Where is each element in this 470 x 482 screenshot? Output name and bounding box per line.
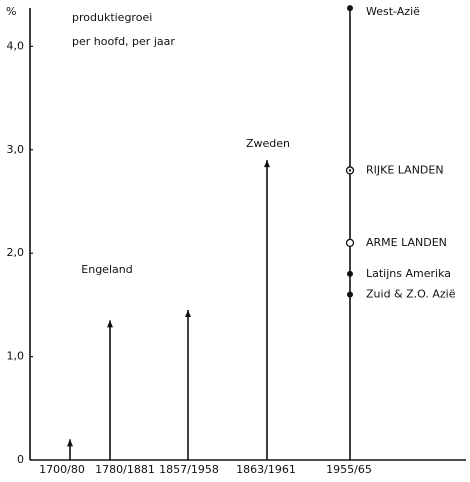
point-label: Latijns Amerika <box>366 267 451 280</box>
y-tick-label: 2,0 <box>7 246 25 259</box>
y-tick-label: 4,0 <box>7 39 25 52</box>
arrow-bar <box>185 310 191 460</box>
arrow-bar <box>264 160 270 460</box>
point <box>347 5 353 12</box>
point-label: Zuid & Z.O. Azië <box>366 288 456 301</box>
y-axis-label: % <box>6 5 16 18</box>
x-tick-label: 1700/80 <box>39 463 85 476</box>
arrow-head <box>107 320 113 328</box>
arrow-head <box>264 160 270 168</box>
arrow-head <box>185 310 191 318</box>
point-dot <box>348 169 352 172</box>
arrow-bar <box>107 320 113 460</box>
point-label: RIJKE LANDEN <box>366 163 444 176</box>
chart-subtitle: per hoofd, per jaar <box>72 35 175 48</box>
x-tick-label: 1857/1958 <box>159 463 219 476</box>
point-ring <box>345 238 355 247</box>
bar-annotation: Engeland <box>81 263 132 276</box>
point <box>347 291 353 298</box>
x-tick-label: 1955/65 <box>326 463 372 476</box>
bar-annotation: Zweden <box>246 137 290 150</box>
point-label: West-Azië <box>366 5 420 18</box>
point-label: ARME LANDEN <box>366 236 447 249</box>
arrow-bar <box>67 439 73 460</box>
y-tick-label: 0 <box>17 453 24 466</box>
y-tick-label: 1,0 <box>7 350 25 363</box>
point <box>345 166 355 175</box>
point <box>345 238 355 247</box>
x-tick-label: 1780/1881 <box>95 463 155 476</box>
x-tick-label: 1863/1961 <box>236 463 296 476</box>
chart-title: produktiegroei <box>72 11 152 24</box>
y-tick-label: 3,0 <box>7 143 25 156</box>
point <box>347 270 353 277</box>
arrow-head <box>67 439 73 447</box>
